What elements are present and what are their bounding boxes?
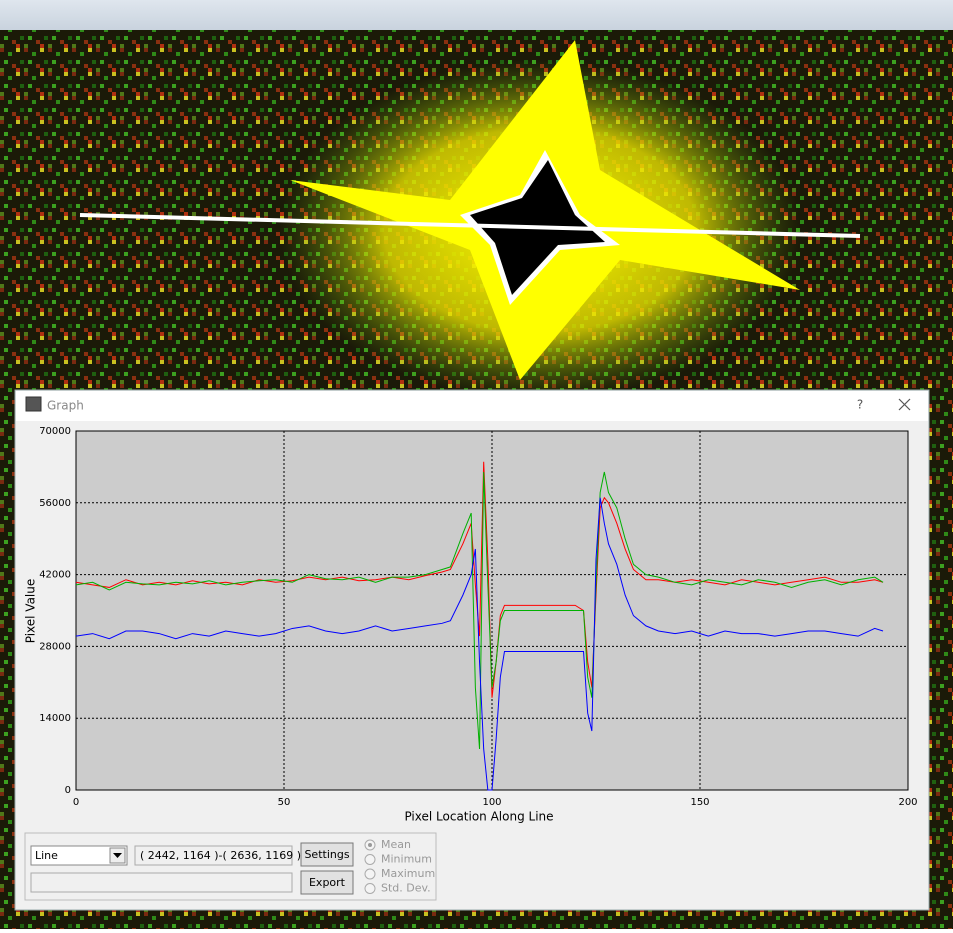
y-tick-label: 0 [65,785,71,796]
settings-button[interactable] [300,842,354,867]
dialog-icon [25,396,42,412]
mode-dropdown[interactable] [30,845,128,866]
plot-area [75,430,909,791]
coords-value: ( 2442, 1164 )-( 2636, 1169 ) [140,849,301,862]
stat-label: Minimum [381,853,432,866]
control-panel [24,832,437,901]
x-tick-label: 150 [690,797,709,808]
series-line [75,471,884,750]
series-line [75,497,884,791]
y-tick-label: 42000 [39,570,71,581]
stat-radio[interactable] [364,854,376,865]
y-tick-label: 28000 [39,641,71,652]
stat-label: Mean [381,838,411,851]
stat-radio-dot [368,843,372,847]
status-field [30,872,293,893]
settings-label: Settings [304,848,349,861]
x-tick-label: 0 [73,797,79,808]
y-tick-label: 70000 [39,426,71,437]
y-axis-label: Pixel Value [24,579,38,644]
export-button[interactable] [300,870,354,895]
x-tick-label: 100 [482,797,501,808]
stat-radio[interactable] [364,868,376,880]
y-tick-label: 56000 [39,498,71,509]
help-button[interactable]: ? [857,398,863,412]
close-button[interactable] [898,398,911,411]
x-axis-label: Pixel Location Along Line [404,810,553,824]
export-label: Export [309,876,346,889]
mode-value: Line [35,849,58,862]
top-bar [0,0,953,30]
x-tick-label: 200 [898,797,917,808]
stat-label: Maximum [381,867,435,880]
stat-label: Std. Dev. [381,882,431,895]
profile-line [79,213,861,238]
dialog-title: Graph [47,399,84,413]
stat-radio[interactable] [364,883,376,894]
series-line [75,461,884,698]
dialog-titlebar [16,391,928,421]
x-tick-label: 50 [278,797,291,808]
coords-field [134,845,293,866]
y-tick-label: 14000 [39,713,71,724]
dropdown-arrow [113,853,122,858]
